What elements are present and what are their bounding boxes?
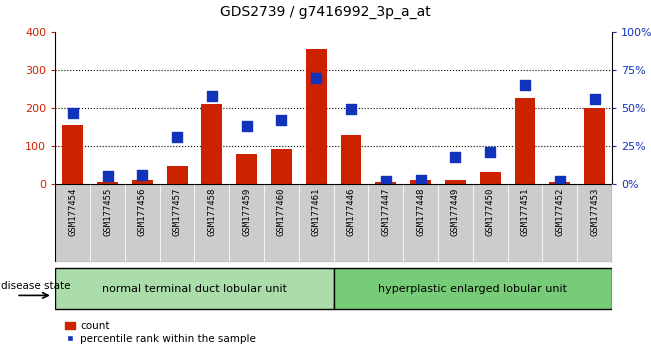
Bar [445,180,466,184]
Point [346,107,356,112]
Point [137,172,148,178]
Point [381,178,391,184]
Bar [577,184,612,262]
Point [485,149,495,155]
Bar [132,180,153,184]
Bar [514,98,535,184]
Point [172,134,182,140]
Text: GSM177456: GSM177456 [138,188,147,236]
Text: normal terminal duct lobular unit: normal terminal duct lobular unit [102,284,287,293]
Text: GSM177452: GSM177452 [555,188,564,236]
Point [450,154,461,160]
Bar [97,182,118,184]
Point [589,96,600,102]
Bar [299,184,333,262]
Bar [159,184,195,262]
Point [555,178,565,184]
Point [206,93,217,99]
Text: disease state: disease state [1,281,70,291]
Bar [376,182,396,184]
Text: GSM177459: GSM177459 [242,188,251,236]
Text: GSM177451: GSM177451 [520,188,529,236]
Bar [55,268,333,309]
Bar [306,49,327,184]
Text: GSM177454: GSM177454 [68,188,77,236]
Text: GSM177450: GSM177450 [486,188,495,236]
Bar [195,184,229,262]
Bar [333,184,368,262]
Text: GSM177449: GSM177449 [451,188,460,236]
Bar [55,184,90,262]
Bar [584,108,605,184]
Bar [438,184,473,262]
Text: GSM177455: GSM177455 [103,188,112,236]
Point [311,75,322,80]
Bar [62,125,83,184]
Bar [201,104,222,184]
Bar [229,184,264,262]
Bar [542,184,577,262]
Text: GSM177446: GSM177446 [346,188,355,236]
Bar [90,184,125,262]
Bar [549,182,570,184]
Text: hyperplastic enlarged lobular unit: hyperplastic enlarged lobular unit [378,284,567,293]
Bar [368,184,403,262]
Bar [333,268,612,309]
Bar [167,166,187,184]
Point [415,177,426,182]
Bar [271,149,292,184]
Bar [473,184,508,262]
Point [276,117,286,123]
Bar [410,180,431,184]
Bar [480,172,501,184]
Bar [236,154,257,184]
Text: GSM177461: GSM177461 [312,188,321,236]
Bar [508,184,542,262]
Point [242,124,252,129]
Point [519,82,530,88]
Bar [264,184,299,262]
Point [102,174,113,179]
Bar [403,184,438,262]
Point [68,110,78,115]
Text: GDS2739 / g7416992_3p_a_at: GDS2739 / g7416992_3p_a_at [220,5,431,19]
Text: GSM177447: GSM177447 [381,188,391,236]
Text: GSM177458: GSM177458 [208,188,216,236]
Text: GSM177457: GSM177457 [173,188,182,236]
Bar [125,184,159,262]
Text: GSM177460: GSM177460 [277,188,286,236]
Text: GSM177448: GSM177448 [416,188,425,236]
Bar [340,135,361,184]
Legend: count, percentile rank within the sample: count, percentile rank within the sample [61,317,260,348]
Text: GSM177453: GSM177453 [590,188,599,236]
